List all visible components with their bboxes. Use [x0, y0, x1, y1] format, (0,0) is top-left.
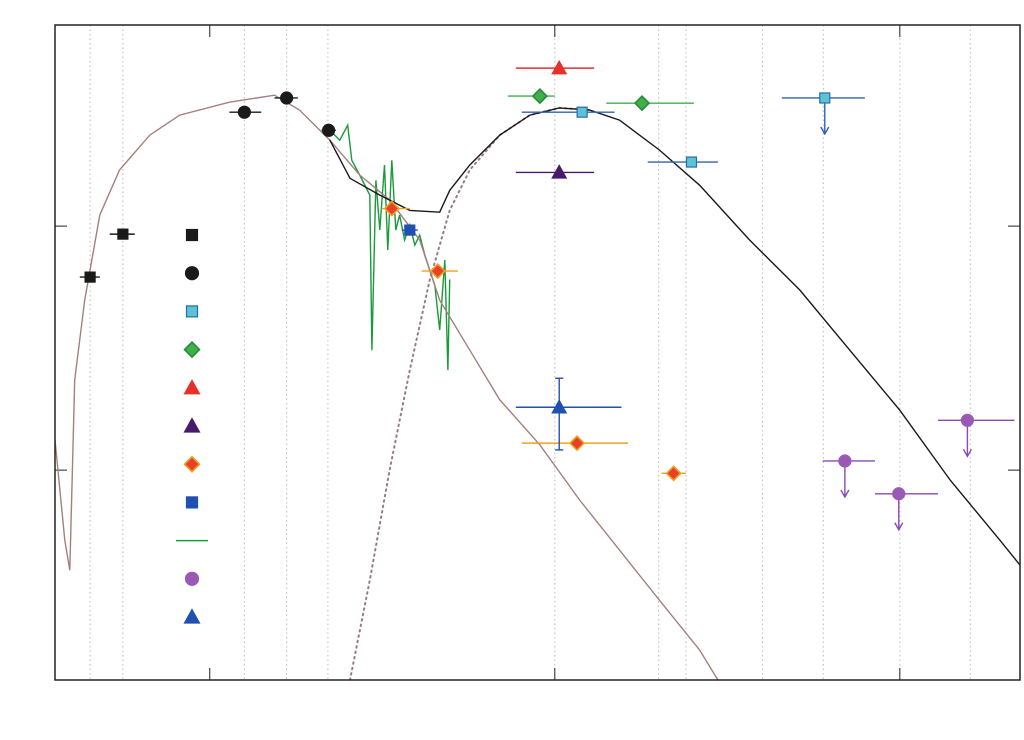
- marker-circle: [280, 91, 294, 105]
- marker-square: [819, 92, 831, 104]
- marker-circle: [237, 105, 251, 119]
- legend: [176, 228, 208, 624]
- line-series: [55, 94, 719, 680]
- lines: [55, 94, 1020, 680]
- legend-marker: [185, 305, 199, 318]
- marker-square: [117, 228, 129, 240]
- line-series: [329, 107, 1020, 566]
- upper-limit-arrowhead: [962, 448, 973, 458]
- marker-square: [84, 271, 96, 283]
- marker-diamond: [383, 200, 400, 217]
- upper-limit-arrowhead: [820, 126, 830, 136]
- upper-limit-arrowhead: [894, 522, 904, 532]
- marker-diamond: [568, 434, 586, 452]
- plot-frame: [54, 24, 1021, 681]
- legend-marker: [183, 608, 201, 624]
- legend-marker: [184, 266, 200, 281]
- marker-diamond: [531, 87, 548, 105]
- legend-marker: [183, 455, 201, 473]
- marker-diamond: [429, 262, 446, 280]
- marker-square: [576, 106, 588, 118]
- legend-marker: [184, 571, 200, 586]
- marker-diamond: [633, 95, 651, 112]
- marker-circle: [838, 454, 852, 468]
- marker-circle: [892, 487, 906, 501]
- legend-marker: [185, 496, 199, 509]
- legend-marker: [183, 417, 201, 433]
- points: [79, 59, 1015, 532]
- marker-triangle: [551, 399, 568, 414]
- marker-circle: [960, 413, 975, 427]
- upper-limit-arrowhead: [840, 489, 850, 499]
- marker-circle: [321, 123, 336, 137]
- legend-marker: [183, 379, 201, 395]
- marker-diamond: [665, 465, 682, 482]
- marker-square: [404, 224, 416, 236]
- grid: [55, 25, 1020, 680]
- legend-marker: [183, 340, 201, 359]
- marker-triangle: [551, 59, 568, 75]
- legend-marker: [185, 228, 199, 242]
- marker-square: [685, 156, 698, 168]
- marker-triangle: [551, 164, 568, 179]
